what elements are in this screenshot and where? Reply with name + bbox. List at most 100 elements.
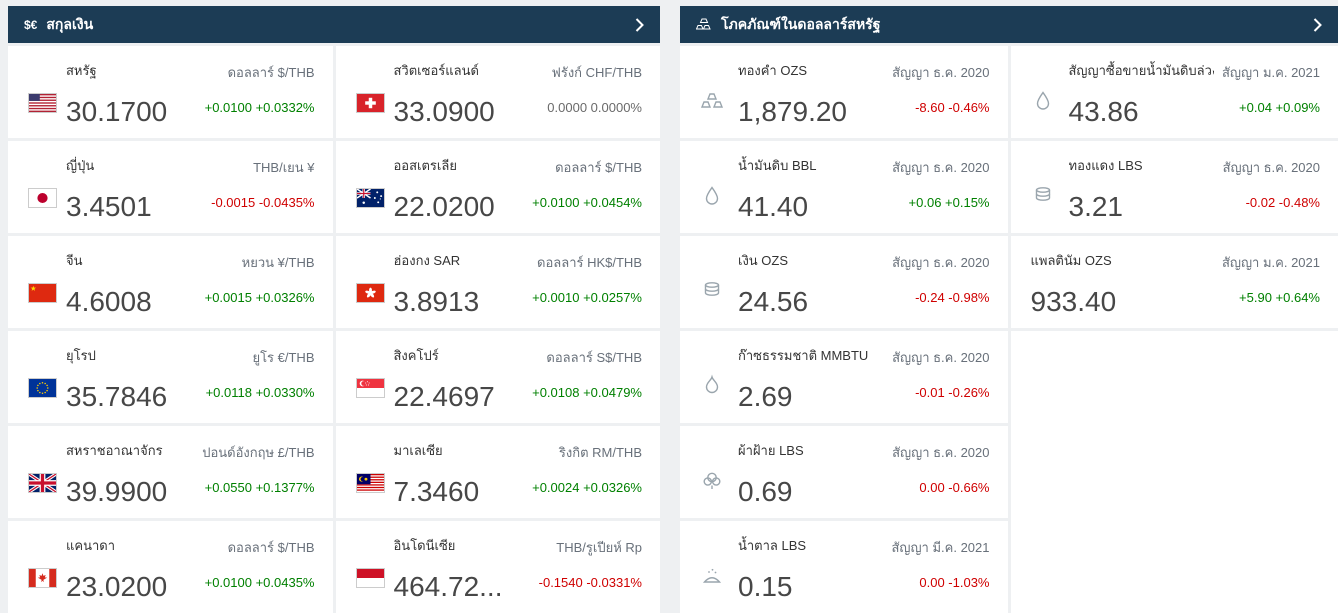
currencies-header[interactable]: $€ สกุลเงิน — [8, 6, 660, 43]
commodity-value: 0.69 — [738, 478, 884, 506]
currency-change: +0.0100 +0.0454% — [532, 195, 642, 210]
currency-value: 22.0200 — [394, 193, 525, 221]
currency-change: +0.0550 +0.1377% — [202, 480, 314, 495]
japan-flag-icon — [28, 188, 57, 208]
currency-card-hongkong[interactable]: ฮ่องกง SAR 3.8913 ดอลลาร์ HK$/THB +0.001… — [336, 236, 661, 328]
currency-card-malaysia[interactable]: มาเลเซีย 7.3460 ริงกิต RM/THB +0.0024 +0… — [336, 426, 661, 518]
commodity-name: เงิน OZS — [738, 250, 884, 271]
currencies-column-1: สหรัฐ 30.1700 ดอลลาร์ $/THB +0.0100 +0.0… — [8, 46, 333, 613]
currency-change: +0.0015 +0.0326% — [205, 290, 315, 305]
currency-pair-label: THB/เยน ¥ — [211, 157, 314, 178]
currency-pair-label: ปอนด์อังกฤษ £/THB — [202, 442, 314, 463]
us-flag-icon — [28, 93, 57, 113]
commodity-name: น้ำตาล LBS — [738, 535, 883, 556]
currencies-title: สกุลเงิน — [46, 14, 93, 36]
commodity-value: 43.86 — [1069, 98, 1214, 126]
contract-label: สัญญา ธ.ค. 2020 — [892, 442, 989, 463]
currency-pair-label: ดอลลาร์ $/THB — [532, 157, 642, 178]
currency-card-indonesia[interactable]: อินโดนีเซีย 464.72... THB/รูเปียห์ Rp -0… — [336, 521, 661, 613]
currency-value: 33.0900 — [394, 98, 540, 126]
commodity-value: 41.40 — [738, 193, 884, 221]
canada-flag-icon — [28, 568, 57, 588]
australia-flag-icon — [356, 188, 385, 208]
contract-label: สัญญา ม.ค. 2021 — [1222, 62, 1320, 83]
currency-change: +0.0010 +0.0257% — [532, 290, 642, 305]
currency-value: 23.0200 — [66, 573, 197, 601]
oil-drop-icon — [700, 184, 724, 208]
commodity-name: ก๊าซธรรมชาติ MMBTU — [738, 345, 884, 366]
currency-card-canada[interactable]: แคนาดา 23.0200 ดอลลาร์ $/THB +0.0100 +0.… — [8, 521, 333, 613]
contract-label: สัญญา ธ.ค. 2020 — [892, 62, 989, 83]
currency-name: สหราชอาณาจักร — [66, 440, 194, 461]
currency-card-japan[interactable]: ญี่ปุ่น 3.4501 THB/เยน ¥ -0.0015 -0.0435… — [8, 141, 333, 233]
currency-name: จีน — [66, 250, 197, 271]
currency-value: 3.4501 — [66, 193, 203, 221]
currency-change: +0.0100 +0.0332% — [205, 100, 315, 115]
currency-name: สหรัฐ — [66, 60, 197, 81]
commodities-column-2: สัญญาซื้อขายน้ำมันดิบล่วง... 43.86 สัญญา… — [1011, 46, 1338, 613]
contract-label: สัญญา ธ.ค. 2020 — [892, 252, 989, 273]
commodity-card-gold[interactable]: ทองคำ OZS 1,879.20 สัญญา ธ.ค. 2020 -8.60… — [680, 46, 1008, 138]
commodity-value: 933.40 — [1031, 288, 1214, 316]
flame-icon — [700, 374, 724, 398]
commodity-change: +0.04 +0.09% — [1222, 100, 1320, 115]
gold-bars-icon — [696, 18, 712, 31]
gold-ingots-icon — [700, 89, 724, 113]
currency-value: 39.9900 — [66, 478, 194, 506]
commodity-name: ผ้าฝ้าย LBS — [738, 440, 884, 461]
commodity-card-silver[interactable]: เงิน OZS 24.56 สัญญา ธ.ค. 2020 -0.24 -0.… — [680, 236, 1008, 328]
commodities-panel: โภคภัณฑ์ในดอลลาร์สหรัฐ ทองคำ OZS 1,879.2… — [680, 6, 1338, 613]
currency-dollar-euro-icon: $€ — [24, 18, 37, 32]
currency-pair-label: ดอลลาร์ S$/THB — [532, 347, 642, 368]
currency-name: มาเลเซีย — [394, 440, 525, 461]
contract-label: สัญญา ธ.ค. 2020 — [892, 347, 989, 368]
currency-pair-label: ริงกิต RM/THB — [532, 442, 642, 463]
currency-card-australia[interactable]: ออสเตรเลีย 22.0200 ดอลลาร์ $/THB +0.0100… — [336, 141, 661, 233]
china-flag-icon — [28, 283, 57, 303]
currency-change: +0.0118 +0.0330% — [206, 385, 315, 400]
singapore-flag-icon — [356, 378, 385, 398]
commodity-card-crude-oil[interactable]: น้ำมันดิบ BBL 41.40 สัญญา ธ.ค. 2020 +0.0… — [680, 141, 1008, 233]
commodity-change: 0.00 -0.66% — [892, 480, 989, 495]
uk-flag-icon — [28, 473, 57, 493]
commodity-card-cotton[interactable]: ผ้าฝ้าย LBS 0.69 สัญญา ธ.ค. 2020 0.00 -0… — [680, 426, 1008, 518]
currency-name: แคนาดา — [66, 535, 197, 556]
cotton-icon — [700, 469, 724, 493]
chevron-right-icon[interactable] — [1313, 18, 1322, 32]
currency-pair-label: ดอลลาร์ HK$/THB — [532, 252, 642, 273]
currency-card-switzerland[interactable]: สวิตเซอร์แลนด์ 33.0900 ฟรังก์ CHF/THB 0.… — [336, 46, 661, 138]
currency-change: +0.0108 +0.0479% — [532, 385, 642, 400]
currency-card-europe[interactable]: ยุโรป 35.7846 ยูโร €/THB +0.0118 +0.0330… — [8, 331, 333, 423]
currency-change: +0.0024 +0.0326% — [532, 480, 642, 495]
commodity-card-copper[interactable]: ทองแดง LBS 3.21 สัญญา ธ.ค. 2020 -0.02 -0… — [1011, 141, 1338, 233]
currency-change: -0.1540 -0.0331% — [539, 575, 642, 590]
commodity-value: 3.21 — [1069, 193, 1215, 221]
currency-card-singapore[interactable]: สิงคโปร์ 22.4697 ดอลลาร์ S$/THB +0.0108 … — [336, 331, 661, 423]
commodity-name: ทองแดง LBS — [1069, 155, 1215, 176]
coin-stack-icon — [1031, 184, 1055, 208]
contract-label: สัญญา ธ.ค. 2020 — [892, 157, 989, 178]
currency-value: 30.1700 — [66, 98, 197, 126]
switzerland-flag-icon — [356, 93, 385, 113]
commodity-card-platinum[interactable]: แพลตินัม OZS 933.40 สัญญา ม.ค. 2021 +5.9… — [1011, 236, 1338, 328]
malaysia-flag-icon — [356, 473, 385, 493]
currency-card-us[interactable]: สหรัฐ 30.1700 ดอลลาร์ $/THB +0.0100 +0.0… — [8, 46, 333, 138]
commodities-header[interactable]: โภคภัณฑ์ในดอลลาร์สหรัฐ — [680, 6, 1338, 43]
commodity-card-natural-gas[interactable]: ก๊าซธรรมชาติ MMBTU 2.69 สัญญา ธ.ค. 2020 … — [680, 331, 1008, 423]
contract-label: สัญญา มี.ค. 2021 — [891, 537, 989, 558]
commodity-change: -0.24 -0.98% — [892, 290, 989, 305]
chevron-right-icon[interactable] — [635, 18, 644, 32]
currency-card-uk[interactable]: สหราชอาณาจักร 39.9900 ปอนด์อังกฤษ £/THB … — [8, 426, 333, 518]
currency-value: 464.72... — [394, 573, 531, 601]
currency-value: 7.3460 — [394, 478, 525, 506]
commodities-column-1: ทองคำ OZS 1,879.20 สัญญา ธ.ค. 2020 -8.60… — [680, 46, 1008, 613]
commodity-card-sugar[interactable]: น้ำตาล LBS 0.15 สัญญา มี.ค. 2021 0.00 -1… — [680, 521, 1008, 613]
currencies-column-2: สวิตเซอร์แลนด์ 33.0900 ฟรังก์ CHF/THB 0.… — [336, 46, 661, 613]
currency-value: 35.7846 — [66, 383, 198, 411]
currency-pair-label: หยวน ¥/THB — [205, 252, 315, 273]
commodity-card-brent-futures[interactable]: สัญญาซื้อขายน้ำมันดิบล่วง... 43.86 สัญญา… — [1011, 46, 1338, 138]
currency-card-china[interactable]: จีน 4.6008 หยวน ¥/THB +0.0015 +0.0326% — [8, 236, 333, 328]
currency-value: 4.6008 — [66, 288, 197, 316]
currency-name: ยุโรป — [66, 345, 198, 366]
commodity-name: ทองคำ OZS — [738, 60, 884, 81]
